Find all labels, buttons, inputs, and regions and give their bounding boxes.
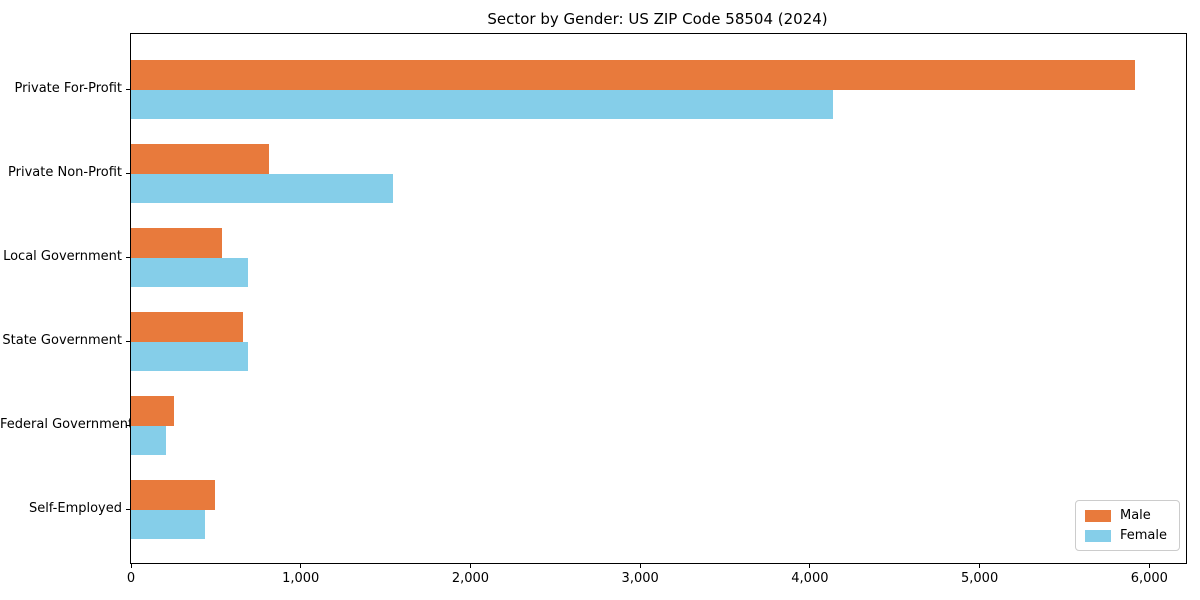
legend: Male Female bbox=[1074, 500, 1180, 551]
y-axis-label-local-government: Local Government bbox=[3, 248, 122, 264]
y-axis-label-private-for-profit: Private For-Profit bbox=[14, 80, 122, 96]
y-tick-mark bbox=[126, 425, 130, 426]
x-tick-mark bbox=[1148, 564, 1150, 568]
x-tick-label-6000: 6,000 bbox=[1130, 571, 1168, 586]
bar-female-private-non-profit bbox=[131, 173, 394, 203]
bar-female-private-for-profit bbox=[131, 89, 833, 119]
bar-female-local-government bbox=[131, 257, 248, 287]
y-axis-label-state-government: State Government bbox=[2, 332, 122, 348]
y-tick-mark bbox=[126, 173, 130, 174]
legend-swatch-female bbox=[1084, 529, 1111, 542]
legend-item-female: Female bbox=[1084, 528, 1167, 543]
legend-label-female: Female bbox=[1119, 528, 1167, 543]
chart-title: Sector by Gender: US ZIP Code 58504 (202… bbox=[487, 10, 828, 28]
x-tick-label-4000: 4,000 bbox=[791, 571, 829, 586]
x-tick-mark bbox=[300, 564, 302, 568]
y-axis-label-self-employed: Self-Employed bbox=[28, 500, 122, 516]
legend-label-male: Male bbox=[1119, 508, 1151, 523]
bar-female-state-government bbox=[131, 341, 249, 371]
x-tick-label-1000: 1,000 bbox=[282, 571, 320, 586]
x-tick-label-5000: 5,000 bbox=[961, 571, 999, 586]
x-tick-label-2000: 2,000 bbox=[451, 571, 490, 586]
x-tick-label-0: 0 bbox=[126, 571, 136, 586]
y-axis-labels: Private For-Profit Private Non-Profit Loca… bbox=[0, 33, 134, 562]
bar-female-federal-government bbox=[131, 425, 166, 455]
bar-male-state-government bbox=[131, 312, 244, 342]
bar-male-local-government bbox=[131, 228, 223, 258]
y-tick-mark bbox=[126, 257, 130, 258]
y-tick-mark bbox=[126, 509, 130, 510]
y-axis-label-federal-government: Federal Government bbox=[0, 416, 134, 432]
x-tick-mark bbox=[130, 564, 132, 568]
legend-swatch-male bbox=[1084, 509, 1111, 522]
y-tick-mark bbox=[126, 341, 130, 342]
x-tick-mark bbox=[469, 564, 471, 568]
y-axis-label-private-non-profit: Private Non-Profit bbox=[8, 164, 122, 180]
bar-male-private-non-profit bbox=[131, 144, 270, 174]
bar-male-federal-government bbox=[131, 396, 174, 426]
y-tick-mark bbox=[126, 89, 130, 90]
plot-area: 0 1,000 2,000 3,000 4,000 5,000 6,000 Male Fema… bbox=[126, 33, 1187, 586]
bar-male-private-for-profit bbox=[131, 60, 1135, 90]
legend-item-male: Male bbox=[1084, 508, 1167, 523]
bar-male-self-employed bbox=[131, 480, 215, 510]
x-tick-mark bbox=[639, 564, 641, 568]
x-tick-mark bbox=[809, 564, 811, 568]
bar-female-self-employed bbox=[131, 509, 205, 539]
x-tick-label-3000: 3,000 bbox=[621, 571, 659, 586]
x-tick-mark bbox=[979, 564, 981, 568]
